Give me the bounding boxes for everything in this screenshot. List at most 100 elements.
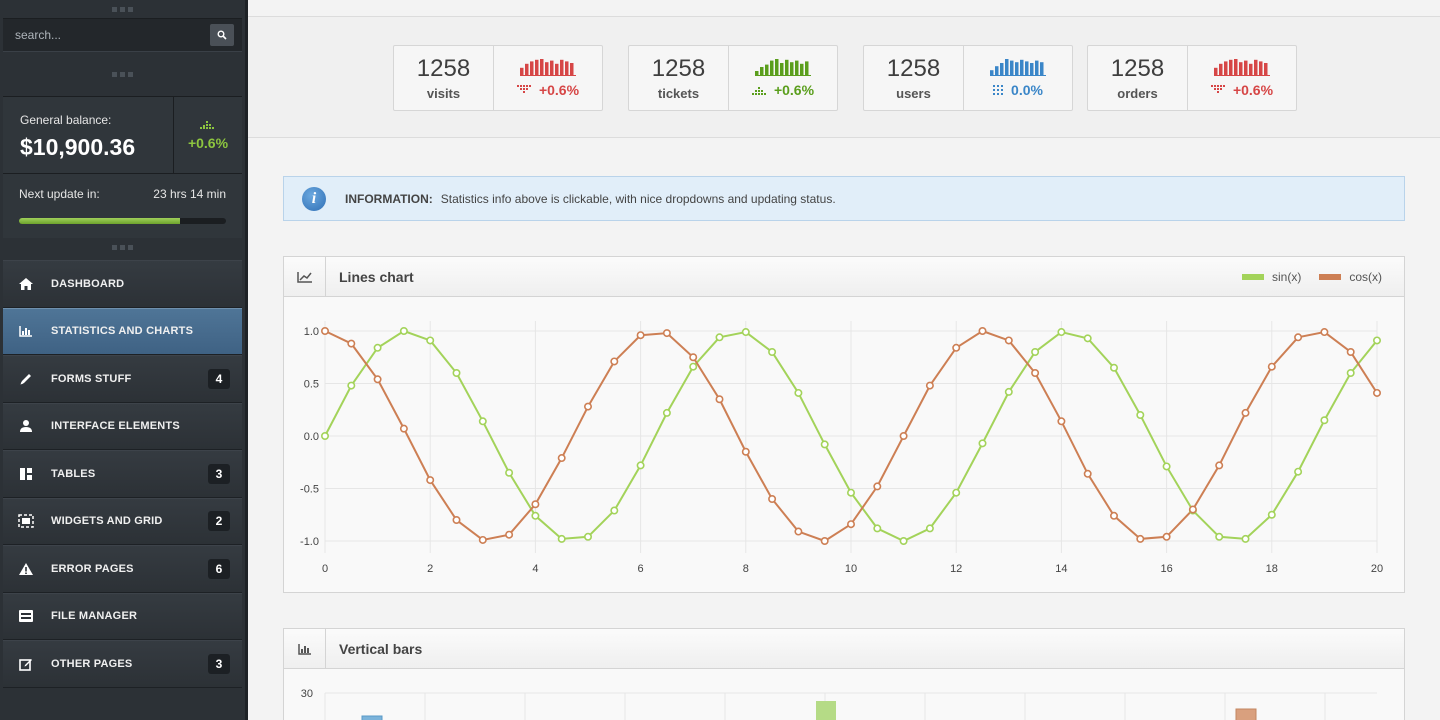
data-point[interactable]: [452, 369, 461, 378]
data-point[interactable]: [820, 537, 829, 546]
data-point[interactable]: [873, 482, 882, 491]
data-point[interactable]: [636, 461, 645, 470]
data-point[interactable]: [768, 495, 777, 504]
sidebar-item-file-manager[interactable]: FILE MANAGER: [3, 592, 242, 640]
stat-orders[interactable]: 1258 orders +0.6%: [1087, 45, 1297, 111]
bar[interactable]: [361, 715, 383, 720]
data-point[interactable]: [583, 532, 592, 541]
sidebar-item-error-pages[interactable]: ERROR PAGES 6: [3, 545, 242, 593]
data-point[interactable]: [347, 339, 356, 348]
data-point[interactable]: [1215, 532, 1224, 541]
data-point[interactable]: [1294, 333, 1303, 342]
data-point[interactable]: [899, 432, 908, 441]
data-point[interactable]: [794, 388, 803, 397]
sidebar-item-forms-stuff[interactable]: FORMS STUFF 4: [3, 355, 242, 403]
data-point[interactable]: [768, 347, 777, 356]
data-point[interactable]: [347, 381, 356, 390]
data-point[interactable]: [1346, 347, 1355, 356]
data-point[interactable]: [320, 432, 329, 441]
sidebar-item-statistics-and-charts[interactable]: STATISTICS AND CHARTS: [3, 307, 242, 355]
bar[interactable]: [1235, 708, 1257, 720]
sidebar-handle[interactable]: [0, 238, 245, 256]
data-point[interactable]: [846, 488, 855, 497]
data-point[interactable]: [1162, 532, 1171, 541]
sidebar-item-dashboard[interactable]: DASHBOARD: [3, 260, 242, 308]
data-point[interactable]: [1136, 411, 1145, 420]
data-point[interactable]: [846, 520, 855, 529]
data-point[interactable]: [505, 468, 514, 477]
data-point[interactable]: [1241, 534, 1250, 543]
data-point[interactable]: [1373, 336, 1382, 345]
data-point[interactable]: [1004, 336, 1013, 345]
data-point[interactable]: [1031, 369, 1040, 378]
data-point[interactable]: [583, 402, 592, 411]
sidebar-item-tables[interactable]: TABLES 3: [3, 450, 242, 498]
data-point[interactable]: [662, 329, 671, 338]
legend-item-sin[interactable]: sin(x): [1241, 270, 1301, 284]
data-point[interactable]: [1109, 511, 1118, 520]
data-point[interactable]: [610, 506, 619, 515]
data-point[interactable]: [1057, 417, 1066, 426]
data-point[interactable]: [741, 447, 750, 456]
data-point[interactable]: [373, 343, 382, 352]
data-point[interactable]: [873, 524, 882, 533]
data-point[interactable]: [557, 534, 566, 543]
data-point[interactable]: [1083, 469, 1092, 478]
stat-visits[interactable]: 1258 visits +0.6%: [393, 45, 603, 111]
data-point[interactable]: [531, 500, 540, 509]
data-point[interactable]: [1346, 369, 1355, 378]
data-point[interactable]: [399, 424, 408, 433]
data-point[interactable]: [899, 537, 908, 546]
sidebar-item-other-pages[interactable]: OTHER PAGES 3: [3, 640, 242, 688]
data-point[interactable]: [978, 326, 987, 335]
data-point[interactable]: [925, 381, 934, 390]
stat-users[interactable]: 1258 users 0.0%: [863, 45, 1073, 111]
data-point[interactable]: [820, 440, 829, 449]
data-point[interactable]: [715, 333, 724, 342]
sidebar-item-interface-elements[interactable]: INTERFACE ELEMENTS: [3, 402, 242, 450]
data-point[interactable]: [373, 375, 382, 384]
data-point[interactable]: [952, 488, 961, 497]
data-point[interactable]: [1267, 510, 1276, 519]
data-point[interactable]: [689, 353, 698, 362]
sidebar-handle[interactable]: [0, 0, 245, 18]
data-point[interactable]: [610, 357, 619, 366]
data-point[interactable]: [399, 326, 408, 335]
data-point[interactable]: [452, 516, 461, 525]
data-point[interactable]: [478, 417, 487, 426]
data-point[interactable]: [320, 326, 329, 335]
data-point[interactable]: [1241, 408, 1250, 417]
data-point[interactable]: [478, 535, 487, 544]
data-point[interactable]: [1373, 388, 1382, 397]
data-point[interactable]: [1188, 505, 1197, 514]
data-point[interactable]: [662, 408, 671, 417]
data-point[interactable]: [978, 439, 987, 448]
data-point[interactable]: [426, 476, 435, 485]
search-input[interactable]: [15, 28, 210, 42]
data-point[interactable]: [636, 331, 645, 340]
data-point[interactable]: [1162, 462, 1171, 471]
search-button[interactable]: [210, 24, 234, 46]
data-point[interactable]: [1294, 467, 1303, 476]
bar[interactable]: [816, 701, 836, 720]
balance-trend[interactable]: +0.6%: [174, 97, 242, 173]
data-point[interactable]: [1083, 334, 1092, 343]
data-point[interactable]: [1057, 328, 1066, 337]
sidebar-handle[interactable]: [0, 52, 245, 96]
sidebar-item-widgets-and-grid[interactable]: WIDGETS AND GRID 2: [3, 497, 242, 545]
data-point[interactable]: [426, 336, 435, 345]
data-point[interactable]: [1320, 328, 1329, 337]
data-point[interactable]: [1136, 534, 1145, 543]
data-point[interactable]: [505, 530, 514, 539]
data-point[interactable]: [1267, 362, 1276, 371]
data-point[interactable]: [1320, 416, 1329, 425]
data-point[interactable]: [794, 527, 803, 536]
data-point[interactable]: [715, 395, 724, 404]
data-point[interactable]: [1031, 347, 1040, 356]
data-point[interactable]: [952, 343, 961, 352]
data-point[interactable]: [741, 328, 750, 337]
data-point[interactable]: [925, 524, 934, 533]
legend-item-cos[interactable]: cos(x): [1319, 270, 1382, 284]
data-point[interactable]: [531, 511, 540, 520]
data-point[interactable]: [1215, 461, 1224, 470]
